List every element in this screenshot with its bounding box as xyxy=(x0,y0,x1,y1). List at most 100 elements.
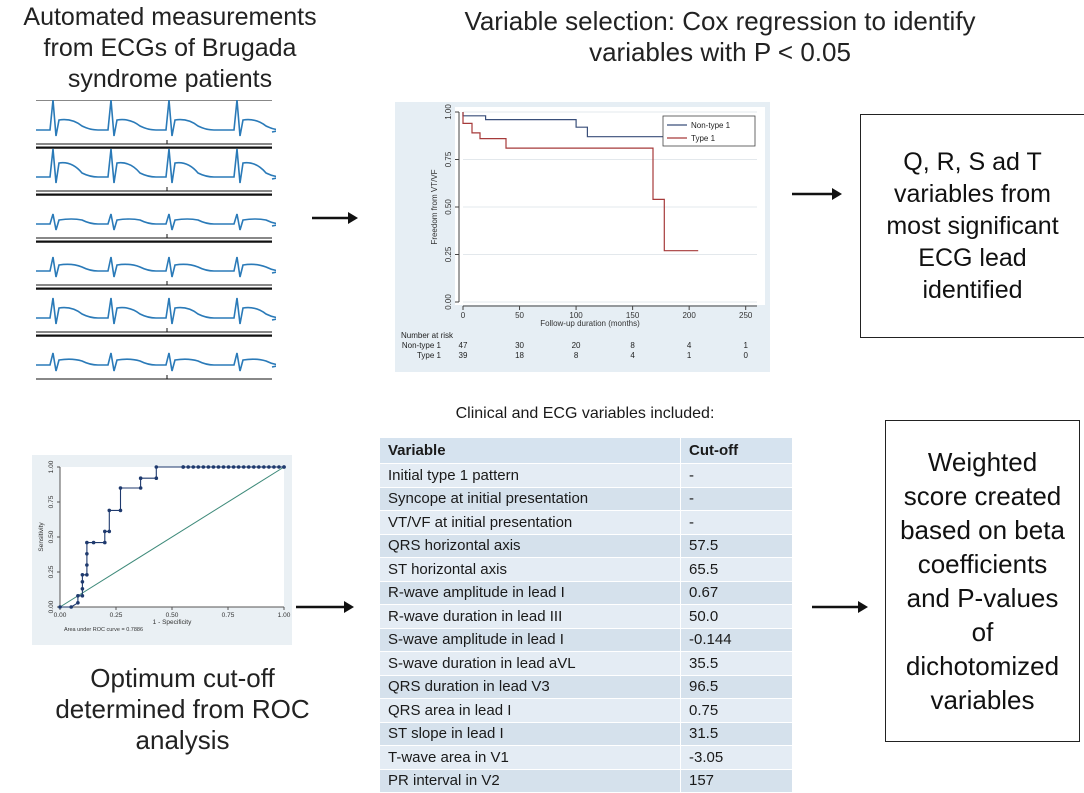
cutoff-cell: 57.5 xyxy=(680,533,793,558)
roc-point xyxy=(154,476,159,480)
km-y-label: Freedom from VT/VF xyxy=(430,169,439,244)
table-row: ST horizontal axis 65.5 xyxy=(379,557,793,582)
cutoff-cell: 50.0 xyxy=(680,604,793,629)
roc-point xyxy=(262,465,266,469)
roc-point xyxy=(154,465,159,469)
variable-cell: Syncope at initial presentation xyxy=(379,486,681,511)
roc-point xyxy=(201,465,206,469)
arrow-to-cox xyxy=(312,212,358,224)
cox-section-title: Variable selection: Cox regression to id… xyxy=(464,6,976,67)
roc-point xyxy=(257,465,261,469)
variable-cell: S-wave duration in lead aVL xyxy=(379,651,681,676)
roc-point xyxy=(236,465,241,469)
variable-cell: Initial type 1 pattern xyxy=(379,463,681,488)
roc-x-tick-label: 0.25 xyxy=(110,612,123,619)
roc-point xyxy=(107,508,112,513)
roc-point xyxy=(85,563,89,567)
weighted-score-box: Weighted score created based on beta coe… xyxy=(885,420,1080,742)
table-header-cutoff: Cut-off xyxy=(680,437,793,464)
cutoff-cell: - xyxy=(680,463,793,488)
roc-point xyxy=(191,465,196,469)
roc-x-tick-label: 0.50 xyxy=(166,612,179,619)
roc-point xyxy=(76,594,80,598)
km-y-tick-label: 0.00 xyxy=(444,294,453,310)
roc-point xyxy=(241,465,246,469)
arrow-to-score xyxy=(812,601,868,613)
km-x-tick-label: 100 xyxy=(569,311,583,320)
roc-point xyxy=(196,465,201,469)
km-curve-non-type1 xyxy=(462,112,690,138)
table-header-variable: Variable xyxy=(379,437,681,464)
roc-y-tick-label: 0.00 xyxy=(48,600,55,613)
km-risk-value: 4 xyxy=(630,351,635,360)
ecg-trace xyxy=(36,297,276,325)
variable-cell: QRS duration in lead V3 xyxy=(379,674,681,699)
table-row: R-wave duration in lead III 50.0 xyxy=(379,604,793,629)
roc-diagonal xyxy=(59,466,285,608)
km-risk-value: 0 xyxy=(743,351,748,360)
roc-point xyxy=(80,580,85,584)
variable-cell: ST slope in lead I xyxy=(379,721,681,746)
cutoff-cell: - xyxy=(680,486,793,511)
roc-point xyxy=(251,465,256,469)
roc-point xyxy=(181,465,185,469)
km-legend-non-type1: Non-type 1 xyxy=(691,121,731,130)
roc-point xyxy=(80,573,85,577)
roc-point xyxy=(91,540,96,545)
roc-point xyxy=(211,465,216,469)
table-row: Syncope at initial presentation - xyxy=(379,486,793,511)
km-x-label: Follow-up duration (months) xyxy=(540,319,640,328)
roc-point xyxy=(226,465,231,469)
roc-point xyxy=(85,573,89,577)
roc-point xyxy=(103,529,107,534)
variable-cell: S-wave amplitude in lead I xyxy=(379,627,681,652)
roc-point xyxy=(103,540,107,545)
roc-point xyxy=(138,476,143,480)
cutoff-cell: 0.75 xyxy=(680,698,793,723)
variable-cell: VT/VF at initial presentation xyxy=(379,510,681,535)
variable-cell: QRS horizontal axis xyxy=(379,533,681,558)
roc-point xyxy=(186,465,191,469)
roc-plot: 0.000.00 0.25 0.25 0.50 0.50 0.75 0.75 1.00 1.00… xyxy=(38,460,291,633)
cutoff-cell: 65.5 xyxy=(680,557,793,582)
km-risk-value: 1 xyxy=(687,351,692,360)
roc-point xyxy=(107,529,112,534)
table-row: ST slope in lead I 31.5 xyxy=(379,721,793,746)
km-curve-type1 xyxy=(462,112,699,252)
table-row: R-wave amplitude in lead I 0.67 xyxy=(379,580,793,605)
km-risk-header: Number at risk xyxy=(401,331,454,340)
km-risk-value: 30 xyxy=(515,341,524,350)
km-y-tick-label: 1.00 xyxy=(444,104,453,120)
km-legend-box xyxy=(662,115,756,147)
km-risk-value: 18 xyxy=(515,351,524,360)
ecg-trace xyxy=(36,352,276,372)
roc-auc-text: Area under ROC curve = 0.7886 xyxy=(64,627,143,633)
roc-point xyxy=(118,486,123,490)
table-row: PR interval in V2 157 xyxy=(379,768,793,793)
ecg-trace xyxy=(36,100,276,137)
roc-y-tick-label: 0.25 xyxy=(48,565,55,578)
roc-point xyxy=(282,465,286,469)
cutoff-cell: 0.67 xyxy=(680,580,793,605)
roc-point xyxy=(272,465,276,469)
roc-y-tick-label: 0.50 xyxy=(48,530,55,543)
km-risk-value: 8 xyxy=(574,351,579,360)
roc-point xyxy=(118,508,123,513)
table-row: T-wave area in V1 -3.05 xyxy=(379,745,793,770)
table-row: QRS horizontal axis 57.5 xyxy=(379,533,793,558)
roc-point xyxy=(221,465,226,469)
variable-cell: T-wave area in V1 xyxy=(379,745,681,770)
table-row: S-wave amplitude in lead I -0.144 xyxy=(379,627,793,652)
table-row: S-wave duration in lead aVL 35.5 xyxy=(379,651,793,676)
roc-caption: Optimum cut-off determined from ROC anal… xyxy=(55,663,310,755)
km-x-tick-label: 50 xyxy=(515,311,524,320)
km-risk-value: 39 xyxy=(459,351,468,360)
km-risk-label: Type 1 xyxy=(417,351,442,360)
roc-y-tick-label: 0.75 xyxy=(48,495,55,508)
cutoff-cell: 35.5 xyxy=(680,651,793,676)
roc-point xyxy=(69,605,73,609)
roc-point xyxy=(277,465,281,469)
arrow-to-table xyxy=(296,601,354,613)
km-risk-value: 8 xyxy=(630,341,635,350)
roc-point xyxy=(85,540,89,545)
